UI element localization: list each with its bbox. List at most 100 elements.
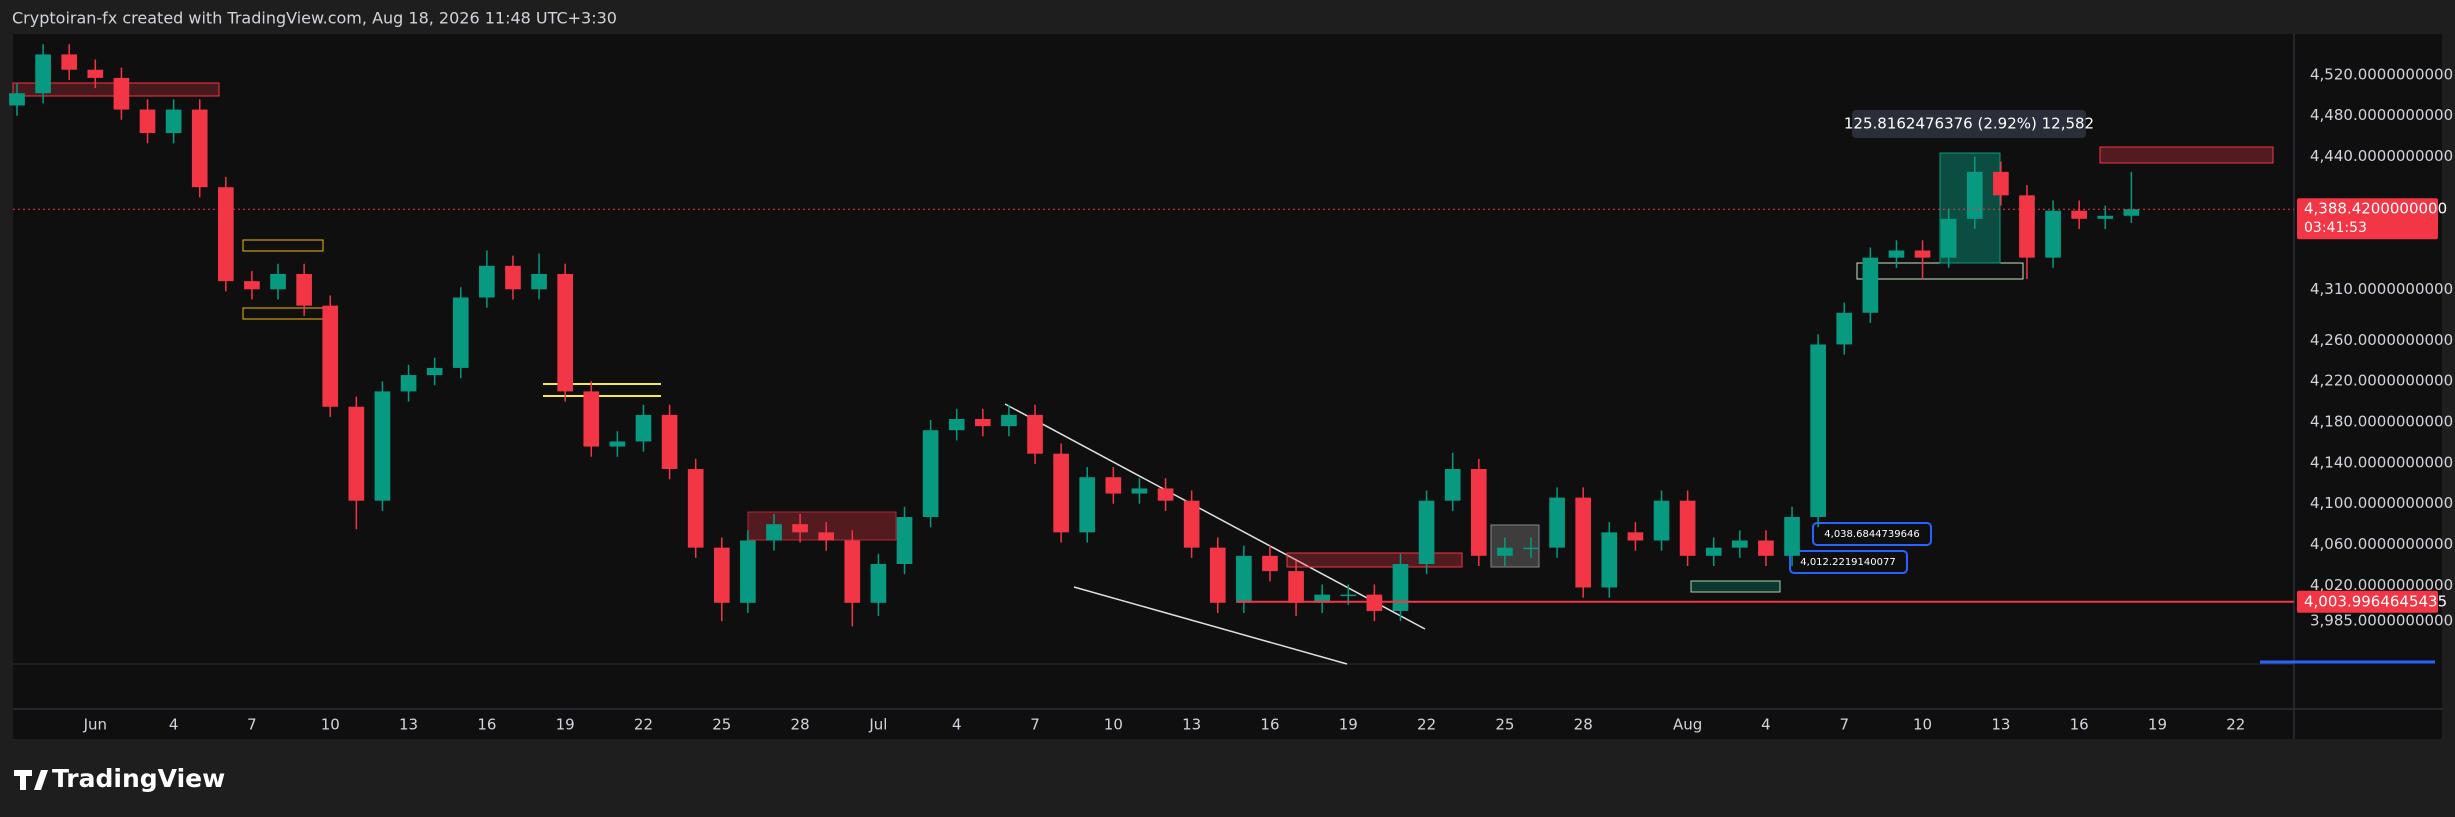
candle-body: [1262, 555, 1278, 572]
candle-body: [452, 297, 469, 368]
y-tick-label: 4,140.0000000000: [2310, 453, 2453, 471]
candle-body: [1705, 547, 1722, 556]
candle-body: [400, 375, 417, 392]
candle-body: [139, 109, 156, 134]
candle-body: [766, 524, 782, 541]
candle-body: [1810, 344, 1826, 518]
candle-body: [1627, 532, 1644, 541]
zone: [242, 239, 324, 252]
x-tick-label: 4: [169, 716, 179, 734]
x-tick-label: 22: [634, 716, 653, 734]
x-tick-label: 16: [477, 716, 496, 734]
y-tick-label: 4,440.0000000000: [2310, 147, 2453, 165]
y-tick-label: 4,180.0000000000: [2310, 413, 2453, 431]
candle-body: [9, 93, 25, 106]
y-tick-label: 4,260.0000000000: [2310, 331, 2453, 349]
x-tick-label: 22: [1417, 716, 1436, 734]
candle-body: [531, 273, 547, 290]
candle-body: [191, 109, 208, 188]
x-tick-label: Jul: [868, 716, 887, 734]
measure-label-bg: [1852, 110, 2086, 138]
candle-body: [948, 418, 965, 431]
x-tick-label: 19: [1339, 716, 1358, 734]
candle-body: [1340, 594, 1357, 597]
candle-body: [661, 414, 678, 470]
candle-body: [1131, 488, 1148, 494]
x-tick-label: 25: [712, 716, 731, 734]
measure-label: 125.8162476376 (2.92%) 12,582: [1844, 115, 2094, 133]
candle-body: [1862, 257, 1879, 313]
y-tick-label: 4,520.0000000000: [2310, 65, 2453, 83]
x-tick-label: Jun: [83, 716, 107, 734]
candle-body: [974, 418, 991, 427]
candle-body: [2071, 210, 2088, 219]
chart-area: [13, 34, 2442, 739]
drawings: [12, 82, 2435, 665]
candle-body: [244, 281, 260, 290]
candle-body: [1888, 250, 1905, 258]
candle-body: [583, 391, 600, 447]
y-tick-label: 4,220.0000000000: [2310, 372, 2453, 390]
candle-body: [1940, 218, 1957, 258]
candle-body: [687, 469, 704, 548]
candle-body: [479, 265, 495, 298]
y-tick-label: 4,310.0000000000: [2310, 280, 2453, 298]
candle-body: [2123, 209, 2140, 216]
candle-body: [1079, 477, 1096, 533]
candle-body: [1105, 477, 1122, 494]
x-tick-label: 13: [399, 716, 418, 734]
x-tick-label: 7: [1030, 716, 1040, 734]
x-tick-label: 7: [1839, 716, 1849, 734]
candle-body: [505, 265, 521, 290]
candle-body: [1236, 555, 1252, 603]
candle-body: [1601, 532, 1618, 588]
y-tick-label: 4,060.0000000000: [2310, 535, 2453, 553]
x-tick-label: 7: [247, 716, 257, 734]
candle-body: [1392, 563, 1409, 611]
header: Cryptoiran-fx created with TradingView.c…: [12, 9, 617, 28]
level-label-bg: [2297, 590, 2438, 613]
candle-body: [713, 547, 730, 603]
x-tick-label: 4: [952, 716, 962, 734]
candle-body: [1157, 488, 1174, 501]
candle-body: [1914, 250, 1931, 258]
candle-body: [635, 414, 652, 442]
candle-body: [1209, 547, 1226, 603]
candle-body: [922, 430, 939, 518]
candle-body: [1836, 312, 1853, 345]
footer-logo: TradingView: [14, 764, 225, 793]
candle-body: [1288, 571, 1304, 603]
candle-body: [35, 54, 51, 94]
candle-body: [1053, 453, 1069, 533]
x-tick-label: 10: [1913, 716, 1932, 734]
y-tick-label: 3,985.0000000000: [2310, 612, 2453, 630]
annotation-box: [1812, 522, 1932, 546]
candle-body: [296, 273, 312, 306]
candle-body: [217, 187, 234, 282]
trend-line: [1073, 586, 1348, 665]
candle-body: [1183, 500, 1200, 548]
candle-body: [1470, 469, 1487, 556]
x-tick-label: 10: [321, 716, 340, 734]
zone: [2099, 146, 2274, 164]
candle-body: [165, 109, 182, 134]
candle-body: [61, 54, 78, 70]
candle-body: [348, 406, 365, 501]
x-tick-label: 4: [1761, 716, 1771, 734]
candle-body: [1366, 594, 1383, 611]
candle-body: [818, 532, 835, 541]
candle-body: [1575, 497, 1592, 588]
candle-body: [609, 441, 626, 447]
x-tick-label: 28: [791, 716, 810, 734]
candle-body: [1731, 540, 1748, 548]
candle-body: [1314, 594, 1331, 603]
candle-body: [1679, 500, 1696, 556]
candle-body: [270, 273, 286, 290]
last-price-label: 4,388.4200000000: [2304, 200, 2447, 218]
x-tick-label: 28: [1574, 716, 1593, 734]
candle-body: [844, 540, 861, 603]
candle-body: [896, 517, 913, 564]
x-tick-label: 19: [556, 716, 575, 734]
